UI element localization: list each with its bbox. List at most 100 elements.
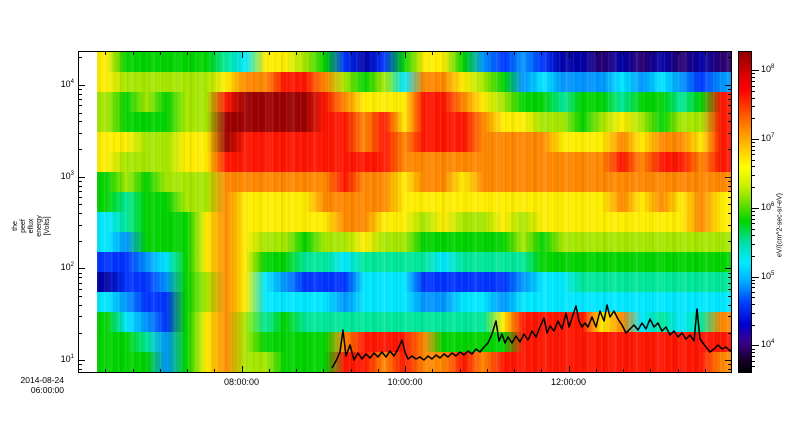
x-minor-tick-top: [432, 52, 433, 55]
y-minor-tick-right: [728, 273, 731, 274]
y-minor-tick: [79, 305, 82, 306]
x-minor-tick-top: [596, 52, 597, 55]
x-minor-tick-top: [105, 52, 106, 55]
colorbar-minor-tick: [752, 244, 755, 245]
y-axis-title-line: energy: [36, 215, 44, 237]
colorbar-minor-tick: [752, 292, 755, 293]
x-major-tick-top: [405, 52, 406, 58]
y-minor-tick: [79, 241, 82, 242]
colorbar-minor-tick: [752, 211, 755, 212]
y-minor-tick: [79, 333, 82, 334]
x-minor-tick-top: [460, 52, 461, 55]
x-minor-tick: [296, 369, 297, 372]
y-minor-tick: [79, 57, 82, 58]
y-axis-title-line: peef: [19, 219, 27, 233]
colorbar-minor-tick: [752, 223, 755, 224]
y-minor-tick: [79, 197, 82, 198]
y-axis-title-line: the: [11, 221, 19, 231]
heatmap-row: [97, 352, 731, 372]
y-minor-tick: [79, 94, 82, 95]
y-tick-label: 104: [60, 79, 74, 89]
y-minor-tick: [79, 105, 82, 106]
x-tick-label: 10:00:00: [387, 377, 423, 387]
y-minor-tick: [79, 369, 82, 370]
y-minor-tick-right: [728, 213, 731, 214]
colorbar-minor-tick: [752, 352, 755, 353]
y-minor-tick-right: [728, 57, 731, 58]
colorbar-minor-tick: [752, 187, 755, 188]
colorbar-tick-label: 108: [761, 64, 775, 74]
y-axis-title-line: [Volts]: [44, 216, 52, 236]
y-minor-tick-right: [728, 191, 731, 192]
colorbar-minor-tick: [752, 325, 755, 326]
x-minor-tick-top: [187, 52, 188, 55]
x-minor-tick: [514, 369, 515, 372]
y-minor-tick-right: [728, 99, 731, 100]
x-minor-tick: [460, 369, 461, 372]
y-axis-title: the peef eflux energy [Volts]: [12, 215, 52, 236]
y-major-tick-right: [725, 268, 731, 269]
y-tick-label: 103: [60, 171, 74, 181]
y-minor-tick-right: [728, 113, 731, 114]
colorbar-minor-tick: [752, 118, 755, 119]
y-minor-tick-right: [728, 121, 731, 122]
heatmap-row: [97, 232, 731, 252]
heatmap-row: [97, 72, 731, 92]
heatmap-row: [97, 272, 731, 292]
x-minor-tick-top: [514, 52, 515, 55]
y-minor-tick: [79, 316, 82, 317]
x-minor-tick: [705, 369, 706, 372]
x-minor-tick: [105, 369, 106, 372]
y-tick-label: 102: [60, 262, 74, 272]
y-major-tick: [79, 85, 85, 86]
y-minor-tick: [79, 99, 82, 100]
colorbar-minor-tick: [752, 81, 755, 82]
y-minor-tick-right: [728, 369, 731, 370]
x-minor-tick: [378, 369, 379, 372]
colorbar-major-tick: [752, 70, 759, 71]
heatmap-row: [97, 332, 731, 352]
y-minor-tick: [79, 113, 82, 114]
x-minor-tick: [323, 369, 324, 372]
colorbar-minor-tick: [752, 256, 755, 257]
overlay-line-path: [331, 304, 732, 369]
x-minor-tick: [596, 369, 597, 372]
y-minor-tick: [79, 204, 82, 205]
colorbar-minor-tick: [752, 91, 755, 92]
y-minor-tick-right: [728, 241, 731, 242]
y-minor-tick-right: [728, 149, 731, 150]
colorbar-minor-tick: [752, 366, 755, 367]
colorbar-minor-tick: [752, 235, 755, 236]
y-minor-tick: [79, 364, 82, 365]
x-axis-start-label: 2014-08-24 06:00:00: [4, 375, 64, 395]
x-major-tick-top: [569, 52, 570, 58]
colorbar-tick-label: 104: [761, 339, 775, 349]
x-minor-tick-top: [269, 52, 270, 55]
x-minor-tick-top: [214, 52, 215, 55]
x-major-tick: [405, 366, 406, 372]
x-minor-tick-top: [623, 52, 624, 55]
colorbar-minor-tick: [752, 154, 755, 155]
colorbar-minor-tick: [752, 304, 755, 305]
y-minor-tick-right: [728, 316, 731, 317]
y-major-tick-right: [725, 85, 731, 86]
colorbar-major-tick: [752, 208, 759, 209]
y-axis-title-line: eflux: [27, 218, 35, 234]
heatmap-row: [97, 172, 731, 192]
colorbar-minor-tick: [752, 287, 755, 288]
heatmap-row: [97, 132, 731, 152]
y-minor-tick: [79, 213, 82, 214]
colorbar-minor-tick: [752, 150, 755, 151]
y-minor-tick-right: [728, 277, 731, 278]
y-minor-tick-right: [728, 133, 731, 134]
x-minor-tick-top: [650, 52, 651, 55]
colorbar-minor-tick: [752, 160, 755, 161]
x-minor-tick: [133, 369, 134, 372]
x-minor-tick: [678, 369, 679, 372]
x-tick-label: 12:00:00: [550, 377, 587, 387]
y-minor-tick-right: [728, 105, 731, 106]
colorbar: [738, 51, 752, 373]
colorbar-minor-tick: [752, 86, 755, 87]
y-minor-tick: [79, 289, 82, 290]
